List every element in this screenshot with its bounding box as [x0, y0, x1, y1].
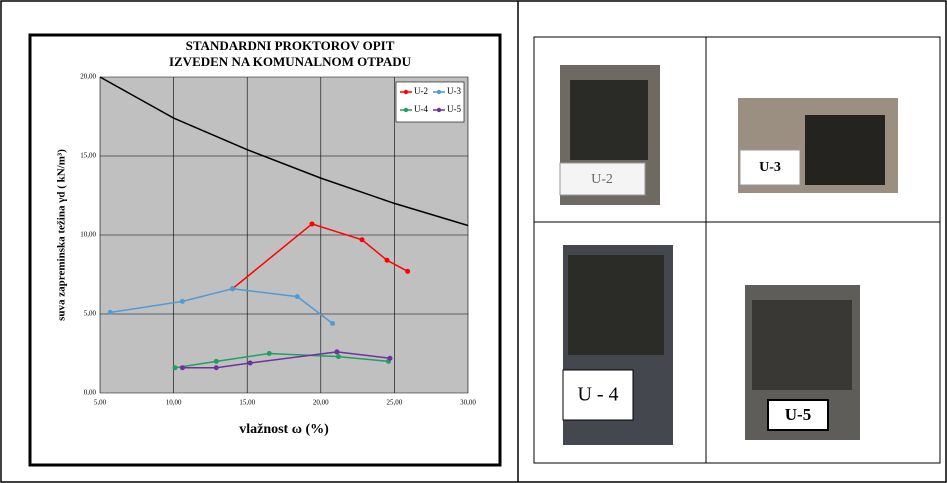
legend-marker	[404, 90, 408, 94]
data-point	[309, 221, 314, 226]
data-point	[173, 365, 178, 370]
x-tick-label: 5,00	[94, 399, 107, 407]
data-point	[295, 294, 300, 299]
page: STANDARDNI PROKTOROV OPIT IZVEDEN NA KOM…	[0, 0, 947, 483]
y-tick-label: 0,00	[84, 389, 97, 397]
data-point	[180, 299, 185, 304]
data-point	[385, 258, 390, 263]
photo-sample	[805, 115, 885, 185]
legend-marker	[437, 90, 441, 94]
photo-sample	[568, 255, 664, 355]
x-tick-label: 15,00	[239, 399, 255, 407]
photo-sample	[570, 80, 648, 160]
y-tick-label: 20,00	[80, 73, 96, 81]
data-point	[214, 365, 219, 370]
y-tick-label: 10,00	[80, 231, 96, 239]
data-point	[334, 349, 339, 354]
data-point	[405, 269, 410, 274]
legend-marker	[437, 108, 441, 112]
data-point	[360, 237, 365, 242]
photo-sample	[752, 300, 852, 390]
y-axis-label: suva zapreminska težina γd ( kN/m³)	[56, 149, 68, 321]
data-point	[330, 321, 335, 326]
y-tick-label: 5,00	[84, 310, 97, 318]
data-point	[336, 354, 341, 359]
legend-label: U-5	[447, 104, 461, 114]
x-tick-label: 30,00	[460, 399, 476, 407]
data-point	[108, 310, 113, 315]
photo-label: U-2	[591, 172, 613, 187]
chart-title: STANDARDNI PROKTOROV OPIT	[186, 38, 395, 53]
x-axis-label: vlažnost ω (%)	[239, 422, 329, 437]
legend-label: U-4	[414, 104, 428, 114]
chart-title: IZVEDEN NA KOMUNALNOM OTPADU	[169, 54, 412, 69]
legend-label: U-3	[447, 86, 461, 96]
photo-label: U-3	[759, 160, 781, 175]
data-point	[214, 359, 219, 364]
data-point	[267, 351, 272, 356]
photo-label: U-5	[785, 405, 811, 424]
data-point	[230, 286, 235, 291]
x-tick-label: 25,00	[387, 399, 403, 407]
legend-label: U-2	[414, 86, 428, 96]
data-point	[180, 365, 185, 370]
x-tick-label: 10,00	[166, 399, 182, 407]
legend-marker	[404, 108, 408, 112]
photo-label: U - 4	[577, 384, 618, 406]
y-tick-label: 15,00	[80, 152, 96, 160]
data-point	[248, 360, 253, 365]
x-tick-label: 20,00	[313, 399, 329, 407]
data-point	[387, 356, 392, 361]
